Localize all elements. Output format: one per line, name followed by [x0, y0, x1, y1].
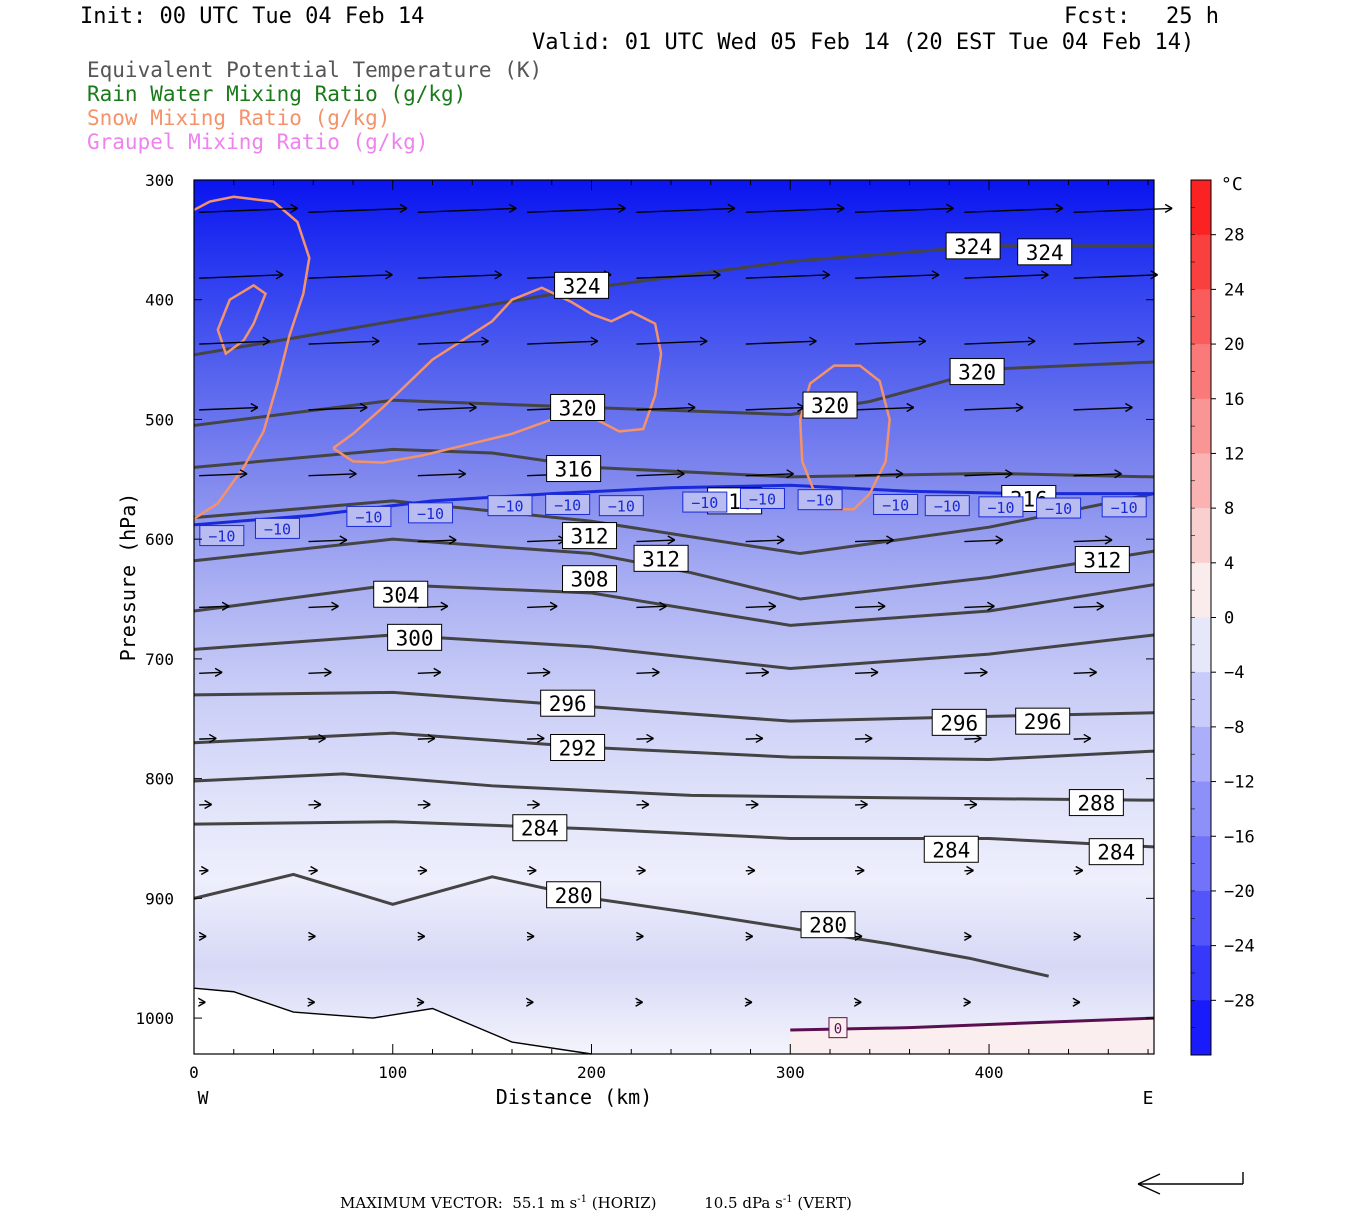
theta-e-label: 296: [940, 711, 978, 735]
wind-vector: [1074, 672, 1097, 673]
isotherm-label: −10: [882, 496, 909, 514]
theta-e-label: 324: [954, 235, 992, 259]
theta-e-label: 284: [1097, 841, 1135, 865]
x-tick-label: 200: [577, 1063, 606, 1082]
temperature-shading: [194, 180, 1154, 1054]
theta-e-label: 304: [382, 583, 420, 607]
theta-e-label: 320: [958, 361, 996, 385]
theta-e-label: 296: [549, 692, 587, 716]
wind-vector: [855, 672, 878, 673]
theta-e-label: 312: [642, 547, 680, 571]
isotherm-label: −10: [807, 492, 834, 510]
east-label: E: [1143, 1088, 1154, 1109]
isotherm-label: −10: [934, 498, 961, 516]
isotherm-label: −10: [554, 496, 581, 514]
theta-e-label: 296: [1024, 710, 1062, 734]
theta-e-label: 300: [396, 626, 434, 650]
isotherm-label: −10: [608, 498, 635, 516]
wind-vector: [746, 738, 763, 739]
x-tick-label: 100: [378, 1063, 407, 1082]
colorbar-tick-label: 24: [1224, 280, 1244, 300]
west-label: W: [198, 1088, 209, 1109]
wind-vector: [199, 738, 216, 739]
y-tick-label: 800: [145, 770, 174, 789]
wind-vector: [418, 672, 441, 673]
colorbar-tick-label: −20: [1224, 882, 1255, 902]
theta-e-label: 324: [563, 274, 601, 298]
colorbar-tick-label: 28: [1224, 226, 1244, 246]
x-axis-title: Distance (km): [496, 1085, 653, 1109]
y-tick-label: 700: [145, 650, 174, 669]
isotherm-label: −10: [749, 490, 776, 508]
theta-e-label: 312: [1083, 549, 1121, 573]
colorbar-unit: °C: [1221, 174, 1243, 195]
colorbar-tick-label: 4: [1224, 554, 1234, 574]
theta-e-label: 280: [809, 914, 847, 938]
max-vector-text: MAXIMUM VECTOR: 55.1 m s-1 (HORIZ) 10.5 …: [340, 1176, 852, 1212]
wind-vector: [1074, 738, 1091, 739]
wind-vector: [636, 672, 659, 673]
colorbar-tick-label: 0: [1224, 609, 1234, 629]
colorbar-tick-label: −16: [1224, 827, 1255, 847]
y-tick-label: 300: [145, 171, 174, 190]
theta-e-label: 320: [811, 394, 849, 418]
theta-e-label: 308: [571, 568, 609, 592]
y-tick-label: 1000: [135, 1009, 174, 1028]
colorbar-tick-label: −4: [1224, 663, 1244, 683]
colorbar-tick-label: −28: [1224, 991, 1255, 1011]
theta-e-label: 324: [1026, 241, 1064, 265]
isotherm-label: −10: [264, 520, 291, 538]
wind-vector: [746, 672, 769, 673]
x-tick-label: 400: [975, 1063, 1004, 1082]
theta-e-label: 312: [571, 525, 609, 549]
isotherm-label: −10: [691, 494, 718, 512]
max-vector-horiz-unit: (HORIZ): [592, 1194, 657, 1212]
x-tick-label: 300: [776, 1063, 805, 1082]
y-tick-label: 600: [145, 530, 174, 549]
theta-e-label: 292: [559, 737, 597, 761]
isotherm-label: −10: [496, 498, 523, 516]
colorbar-tick-label: −8: [1224, 718, 1244, 738]
y-tick-label: 400: [145, 291, 174, 310]
wind-vector: [308, 738, 325, 739]
colorbar-tick-label: 8: [1224, 499, 1234, 519]
wind-vector: [308, 672, 331, 673]
theta-e-label: 288: [1077, 792, 1115, 816]
max-vector-horiz: 55.1 m s: [512, 1194, 577, 1212]
wind-vector: [964, 672, 987, 673]
wind-vector: [636, 738, 653, 739]
colorbar-tick-label: −24: [1224, 937, 1255, 957]
max-vector-vert-unit: (VERT): [797, 1194, 852, 1212]
isotherm-label: −10: [208, 528, 235, 546]
y-axis-title: Pressure (hPa): [116, 493, 140, 662]
wind-vector: [527, 672, 550, 673]
freezing-label: 0: [834, 1022, 842, 1038]
isotherm-label: −10: [1111, 499, 1138, 517]
colorbar-tick-label: −12: [1224, 773, 1255, 793]
wind-vector: [527, 738, 544, 739]
wind-vector: [964, 738, 981, 739]
y-tick-label: 900: [145, 889, 174, 908]
x-tick-label: 0: [189, 1063, 199, 1082]
y-tick-label: 500: [145, 410, 174, 429]
wind-vector: [418, 738, 435, 739]
colorbar-tick-label: 16: [1224, 390, 1244, 410]
theta-e-label: 320: [559, 396, 597, 420]
colorbar-tick-label: 12: [1224, 444, 1244, 464]
theta-e-label: 284: [932, 838, 970, 862]
wind-vector: [199, 672, 222, 673]
max-vector-vert: 10.5 dPa s: [704, 1194, 783, 1212]
theta-e-label: 280: [555, 884, 593, 908]
colorbar-tick-label: 20: [1224, 335, 1244, 355]
theta-e-label: 284: [521, 817, 559, 841]
isotherm-label: −10: [987, 499, 1014, 517]
theta-e-label: 316: [555, 458, 593, 482]
isotherm-label: −10: [1045, 500, 1072, 518]
isotherm-label: −10: [417, 505, 444, 523]
isotherm-label: −10: [355, 508, 382, 526]
wind-vector: [855, 738, 872, 739]
max-vector-label: MAXIMUM VECTOR:: [340, 1194, 503, 1212]
